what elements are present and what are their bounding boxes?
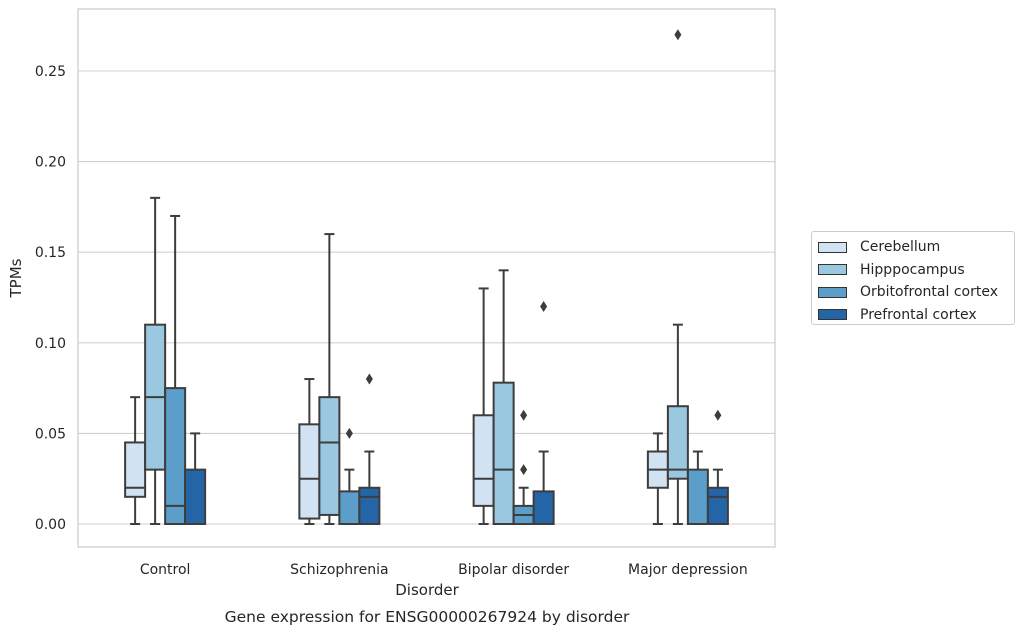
outlier-point xyxy=(540,301,548,313)
legend-label: Prefrontal cortex xyxy=(860,306,977,323)
box-group xyxy=(298,378,321,525)
box xyxy=(164,387,187,525)
box-group xyxy=(492,269,515,525)
plot-area-frame xyxy=(77,8,776,548)
outlier-point xyxy=(365,373,373,385)
box xyxy=(338,490,361,526)
box xyxy=(706,486,729,526)
y-tick-label: 0.10 xyxy=(35,336,66,352)
box-group xyxy=(358,373,381,526)
legend-label: Orbitofrontal cortex xyxy=(860,284,998,301)
box-group xyxy=(686,450,709,526)
box-group xyxy=(532,301,555,526)
y-tick-labels: 0.00 0.05 0.10 0.15 0.20 0.25 xyxy=(35,64,66,533)
box-group xyxy=(144,196,167,525)
box-group xyxy=(164,214,187,525)
legend-swatch xyxy=(818,241,847,253)
box-group xyxy=(318,233,341,525)
outlier-point xyxy=(345,427,353,439)
outlier-point xyxy=(674,29,682,41)
box-group xyxy=(706,409,729,526)
box xyxy=(298,423,321,520)
box-group xyxy=(472,287,495,525)
box xyxy=(492,381,515,525)
legend-item: Orbitofrontal cortex xyxy=(818,281,1008,304)
box xyxy=(532,490,555,526)
box xyxy=(184,468,207,526)
box xyxy=(666,405,689,480)
legend-item: Cerebellum xyxy=(818,236,1008,259)
boxes xyxy=(124,29,729,526)
box-group xyxy=(124,396,147,525)
outlier-point xyxy=(714,409,722,421)
box-group xyxy=(338,427,361,526)
x-tick-label: Control xyxy=(140,562,191,578)
box-group xyxy=(666,29,689,525)
x-axis-label: Disorder xyxy=(395,581,459,599)
x-tick-labels: Control Schizophrenia Bipolar disorder Majo… xyxy=(140,562,748,578)
legend-swatch xyxy=(818,286,847,298)
legend: Cerebellum Hipppocampus Orbitofrontal cort… xyxy=(811,231,1015,325)
x-tick-label: Major depression xyxy=(628,562,748,578)
box xyxy=(318,396,341,516)
x-tick-label: Schizophrenia xyxy=(290,562,388,578)
x-tick-label: Bipolar disorder xyxy=(458,562,569,578)
legend-item: Hipppocampus xyxy=(818,259,1008,282)
y-axis-label: TPMs xyxy=(7,258,25,298)
box-group xyxy=(184,432,207,526)
outlier-point xyxy=(520,409,528,421)
box xyxy=(472,414,495,507)
box-group xyxy=(646,432,669,525)
box xyxy=(686,468,709,526)
box xyxy=(358,486,381,526)
legend-item: Prefrontal cortex xyxy=(818,304,1008,327)
y-tick-label: 0.05 xyxy=(35,426,66,442)
y-tick-label: 0.00 xyxy=(35,517,66,533)
y-tick-label: 0.15 xyxy=(35,245,66,261)
y-tick-label: 0.25 xyxy=(35,64,66,80)
legend-swatch xyxy=(818,264,847,276)
legend-label: Cerebellum xyxy=(860,239,941,256)
outlier-point xyxy=(520,464,528,476)
y-tick-label: 0.20 xyxy=(35,155,66,171)
legend-swatch xyxy=(818,309,847,321)
box-group xyxy=(512,409,535,526)
chart-title: Gene expression for ENSG00000267924 by d… xyxy=(225,608,630,626)
legend-label: Hipppocampus xyxy=(860,261,965,278)
